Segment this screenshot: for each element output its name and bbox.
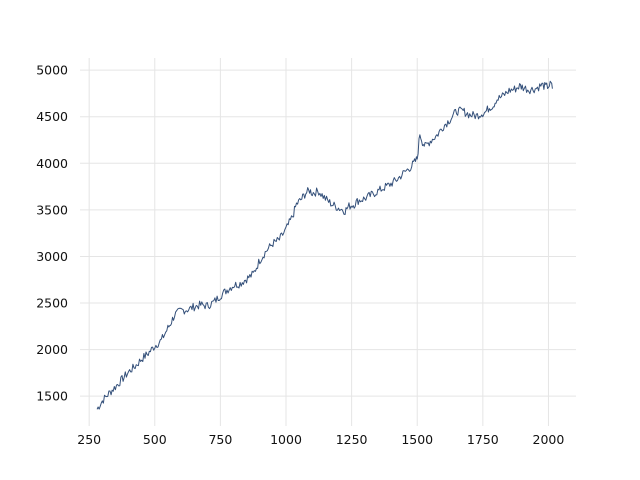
y-tick-label: 4000 bbox=[36, 156, 68, 171]
x-tick-label: 1000 bbox=[270, 432, 302, 447]
y-tick-label: 3500 bbox=[36, 202, 68, 217]
y-axis-ticks: 1500 2000 2500 3000 3500 4000 4500 5000 bbox=[36, 63, 68, 404]
grid bbox=[80, 58, 576, 426]
y-tick-label: 2500 bbox=[36, 296, 68, 311]
y-tick-label: 5000 bbox=[36, 63, 68, 78]
x-tick-label: 750 bbox=[208, 432, 232, 447]
x-tick-label: 2000 bbox=[533, 432, 565, 447]
series-line bbox=[96, 80, 553, 410]
x-tick-label: 250 bbox=[77, 432, 101, 447]
x-tick-label: 1500 bbox=[401, 432, 433, 447]
y-tick-label: 2000 bbox=[36, 342, 68, 357]
x-axis-ticks: 250 500 750 1000 1250 1500 1750 2000 bbox=[77, 432, 564, 447]
x-tick-label: 500 bbox=[143, 432, 167, 447]
x-tick-label: 1250 bbox=[336, 432, 368, 447]
y-tick-label: 1500 bbox=[36, 389, 68, 404]
y-tick-label: 3000 bbox=[36, 249, 68, 264]
x-tick-label: 1750 bbox=[467, 432, 499, 447]
y-tick-label: 4500 bbox=[36, 109, 68, 124]
series-layer bbox=[96, 80, 553, 410]
